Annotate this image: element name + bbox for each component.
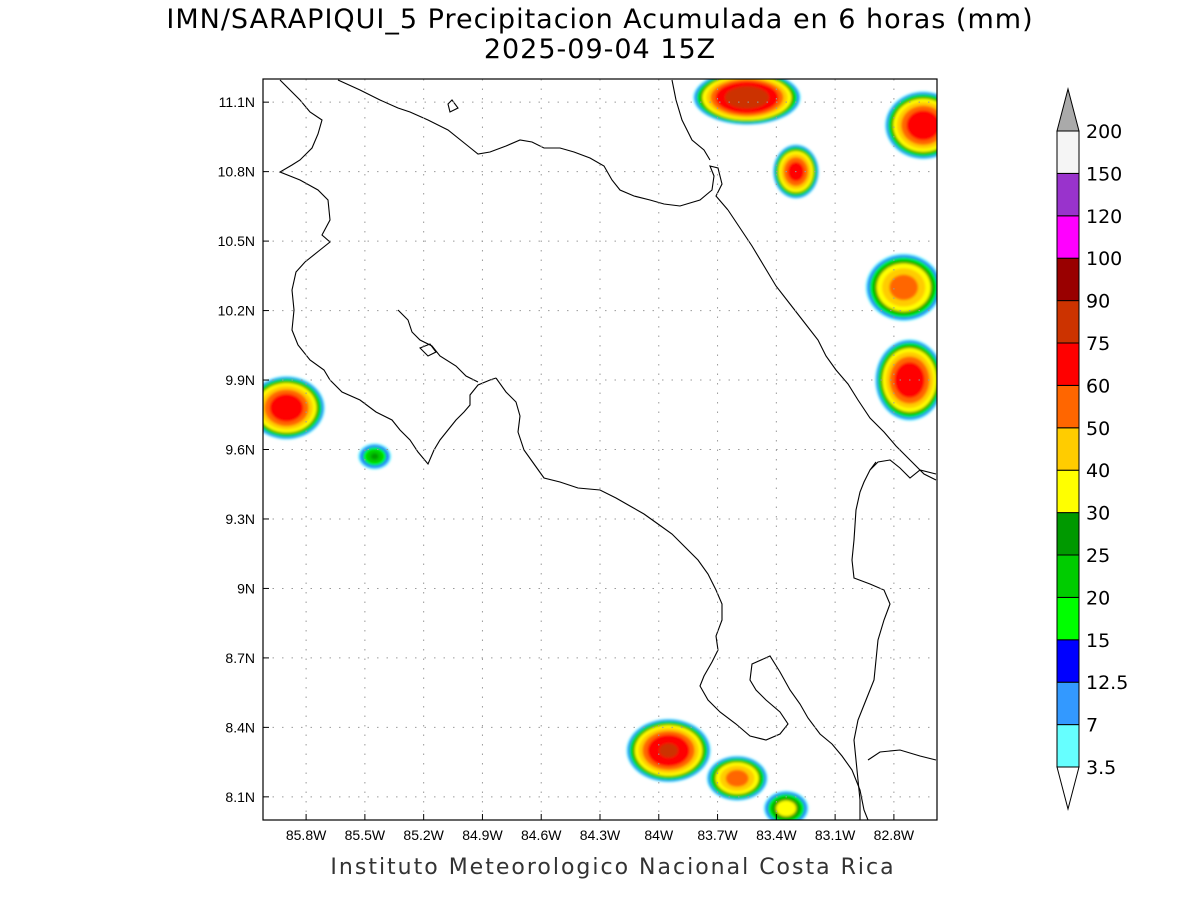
latitude-labels: 11.1N 10.8N 10.5N 10.2N 9.9N 9.6N 9.3N 9N 8.7N 8.… bbox=[218, 94, 255, 805]
colorbar-label: 30 bbox=[1086, 503, 1110, 525]
lon-tick-label: 84.6W bbox=[521, 827, 562, 843]
colorbar-label: 25 bbox=[1086, 545, 1110, 567]
lon-tick-label: 84.3W bbox=[580, 827, 621, 843]
lat-tick-label: 9N bbox=[237, 580, 255, 596]
gulf-of-nicoya bbox=[397, 309, 479, 383]
colorbar-label: 100 bbox=[1086, 248, 1122, 270]
lat-tick-label: 10.2N bbox=[218, 303, 255, 319]
lat-tick-label: 9.3N bbox=[225, 511, 255, 527]
coastline-chiriqui bbox=[867, 749, 937, 761]
border-nicaragua bbox=[337, 79, 729, 211]
coastline-pacific-north bbox=[278, 79, 497, 466]
lon-tick-label: 85.2W bbox=[403, 827, 444, 843]
colorbar-label: 90 bbox=[1086, 291, 1110, 313]
colorbar-swatch bbox=[1056, 215, 1080, 259]
lon-tick-label: 85.8W bbox=[286, 827, 327, 843]
graticule bbox=[263, 79, 937, 820]
lat-tick-label: 10.8N bbox=[218, 164, 255, 180]
colorbar-label: 40 bbox=[1086, 460, 1110, 482]
colorbar-swatch bbox=[1056, 342, 1080, 386]
colorbar-label: 15 bbox=[1086, 630, 1110, 652]
rain-contour bbox=[725, 86, 769, 109]
rain-contour bbox=[889, 274, 919, 301]
coastline-panama bbox=[869, 459, 937, 479]
colorbar-label: 3.5 bbox=[1086, 757, 1116, 779]
lat-tick-label: 9.9N bbox=[225, 372, 255, 388]
colorbar-swatch bbox=[1056, 172, 1080, 217]
rain-contour bbox=[269, 393, 304, 422]
coastline-caribbean-north bbox=[671, 79, 711, 161]
colorbar: 3.5 7 12.5 15 20 25 30 40 50 60 75 90 100 120 150 200 bbox=[1056, 87, 1128, 811]
lon-tick-label: 85.5W bbox=[345, 827, 386, 843]
rain-contour bbox=[906, 110, 937, 141]
lat-tick-label: 9.6N bbox=[225, 442, 255, 458]
lake-nicaragua bbox=[447, 99, 459, 113]
lon-tick-label: 84.9W bbox=[462, 827, 503, 843]
lon-tick-label: 83.4W bbox=[756, 827, 797, 843]
rain-contour bbox=[776, 800, 797, 817]
rain-cell-nicoya-west bbox=[263, 376, 325, 440]
coastline-borders bbox=[278, 79, 937, 820]
coastline-central-pacific bbox=[495, 377, 869, 820]
colorbar-label: 50 bbox=[1086, 418, 1110, 440]
colorbar-label: 150 bbox=[1086, 163, 1122, 185]
lat-tick-label: 8.4N bbox=[225, 719, 255, 735]
rain-contour bbox=[725, 769, 749, 787]
rain-contour bbox=[659, 743, 678, 758]
border-panama bbox=[851, 461, 891, 820]
rain-cell-northeast-right bbox=[885, 91, 937, 160]
lon-tick-label: 83.7W bbox=[697, 827, 738, 843]
colorbar-swatch bbox=[1056, 512, 1080, 556]
rain-cell-osa-east bbox=[706, 755, 768, 801]
rain-cell-golfito bbox=[763, 790, 809, 820]
rain-contour bbox=[370, 453, 379, 460]
colorbar-over-arrow bbox=[1056, 87, 1080, 132]
longitude-labels: 85.8W 85.5W 85.2W 84.9W 84.6W 84.3W 84W 83.7W 83… bbox=[286, 827, 915, 843]
chira-island bbox=[419, 343, 437, 357]
colorbar-swatch bbox=[1056, 257, 1080, 302]
credit-text: Instituto Meteorologico Nacional Costa R… bbox=[330, 855, 896, 880]
lon-tick-label: 82.8W bbox=[874, 827, 915, 843]
colorbar-label: 7 bbox=[1086, 715, 1098, 737]
colorbar-swatch bbox=[1056, 681, 1080, 726]
precipitation-field bbox=[263, 79, 937, 820]
colorbar-swatch bbox=[1056, 130, 1080, 174]
lon-tick-label: 83.1W bbox=[815, 827, 856, 843]
colorbar-swatch bbox=[1056, 300, 1080, 344]
lat-tick-label: 10.5N bbox=[218, 233, 255, 249]
colorbar-swatch bbox=[1056, 384, 1080, 429]
map-datetime: 2025-09-04 15Z bbox=[483, 34, 717, 65]
lat-tick-label: 11.1N bbox=[219, 94, 255, 110]
map-title: IMN/SARAPIQUI_5 Precipitacion Acumulada … bbox=[166, 4, 1034, 35]
colorbar-label: 120 bbox=[1086, 206, 1122, 228]
colorbar-swatch bbox=[1056, 596, 1080, 641]
rain-cell-nicoya-south bbox=[358, 443, 392, 470]
rain-cell-northeast-top bbox=[693, 79, 801, 125]
rain-cell-osa-west bbox=[626, 718, 711, 783]
colorbar-swatch bbox=[1056, 469, 1080, 514]
lat-tick-label: 8.7N bbox=[225, 650, 255, 666]
colorbar-label: 20 bbox=[1086, 587, 1110, 609]
colorbar-label: 75 bbox=[1086, 333, 1110, 355]
lat-tick-label: 8.1N bbox=[225, 789, 255, 805]
lon-tick-label: 84W bbox=[644, 827, 674, 843]
colorbar-swatch bbox=[1056, 554, 1080, 598]
colorbar-swatch bbox=[1056, 427, 1080, 471]
rain-cell-caribbean-east bbox=[865, 253, 937, 322]
rain-cell-limon-coast bbox=[875, 339, 937, 421]
colorbar-swatch bbox=[1056, 639, 1080, 683]
colorbar-label: 200 bbox=[1086, 121, 1122, 143]
map-frame bbox=[262, 78, 938, 821]
colorbar-swatch bbox=[1056, 724, 1080, 768]
colorbar-label: 12.5 bbox=[1086, 672, 1128, 694]
colorbar-under-arrow bbox=[1056, 766, 1080, 811]
colorbar-label: 60 bbox=[1086, 375, 1110, 397]
coastline-caribbean bbox=[727, 209, 937, 481]
